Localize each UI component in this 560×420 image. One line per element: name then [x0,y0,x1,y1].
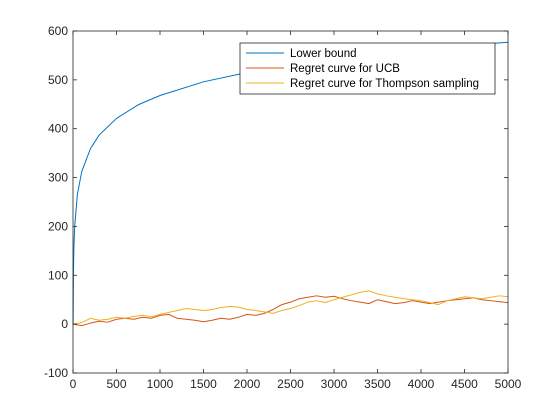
legend-label: Lower bound [290,48,357,60]
x-tick-label: 500 [106,377,126,391]
x-tick-label: 1500 [190,377,217,391]
series-line-2 [72,295,509,327]
x-tick-label: 0 [70,377,77,391]
legend-label: Regret curve for UCB [290,63,400,75]
x-tick-label: 2000 [234,377,261,391]
y-tick-label: 300 [48,171,68,185]
x-tick-label: 3500 [364,377,391,391]
y-tick-label: 400 [48,122,68,136]
x-tick-label: 4000 [408,377,435,391]
x-tick-label: 1000 [147,377,174,391]
x-tick-label: 5000 [495,377,522,391]
y-tick-label: 200 [48,219,68,233]
legend-label: Regret curve for Thompson sampling [290,78,479,90]
x-tick-label: 4500 [451,377,478,391]
legend: Lower bound Regret curve for UCB Regret cu… [239,42,496,95]
y-tick-label: 500 [48,73,68,87]
x-axis: 0 500 1000 1500 2000 2500 3000 3500 4000 4500 5000 [70,31,522,391]
y-tick-label: 600 [48,24,68,38]
y-tick-label: 100 [48,268,68,282]
y-tick-label: -100 [44,366,68,380]
x-tick-label: 3000 [321,377,348,391]
series-line-3 [72,290,509,325]
y-tick-label: 0 [61,317,68,331]
x-tick-label: 2500 [277,377,304,391]
y-axis: -100 0 100 200 300 400 500 600 [44,24,508,380]
